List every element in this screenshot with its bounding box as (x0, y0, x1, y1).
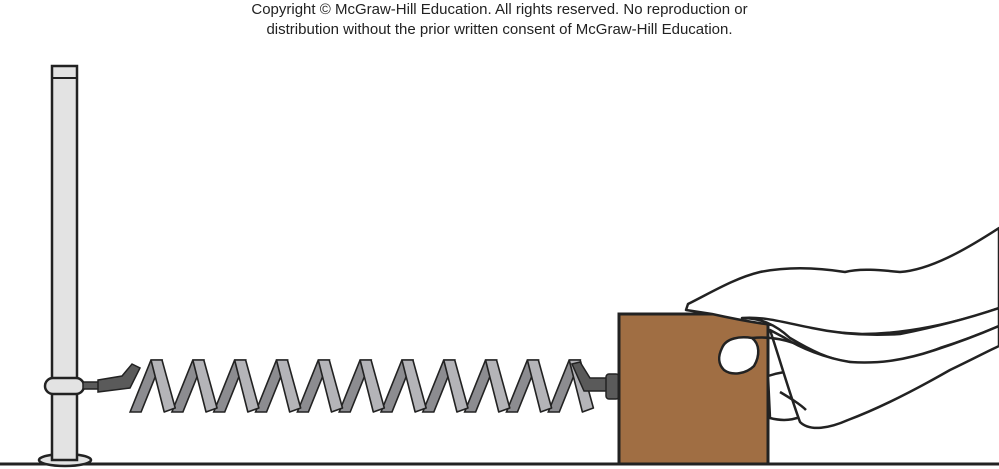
spring-coil-front (317, 359, 344, 413)
spring-coils (128, 359, 595, 413)
spring-right-connector (605, 373, 620, 400)
spring-coil-front (233, 359, 260, 413)
spring-coil-front (192, 359, 218, 413)
spring-left-hook (97, 363, 142, 393)
spring-coil-front (359, 359, 386, 413)
spring-icon (82, 359, 620, 413)
spring-coil-front (150, 359, 177, 413)
spring-coil-front (526, 359, 553, 413)
copyright-line-1: Copyright © McGraw-Hill Education. All r… (251, 1, 748, 18)
hand-icon (684, 226, 999, 430)
post-icon (37, 64, 93, 468)
spring-coil-front (275, 359, 302, 413)
spring-left-connector (82, 381, 100, 390)
copyright-line-2: distribution without the prior written c… (266, 21, 733, 38)
spring-coil-front (401, 359, 427, 413)
spring-coil-front (442, 359, 469, 413)
copyright-notice: Copyright © McGraw-Hill Education. All r… (0, 0, 999, 40)
spring-coil-front (484, 359, 511, 413)
